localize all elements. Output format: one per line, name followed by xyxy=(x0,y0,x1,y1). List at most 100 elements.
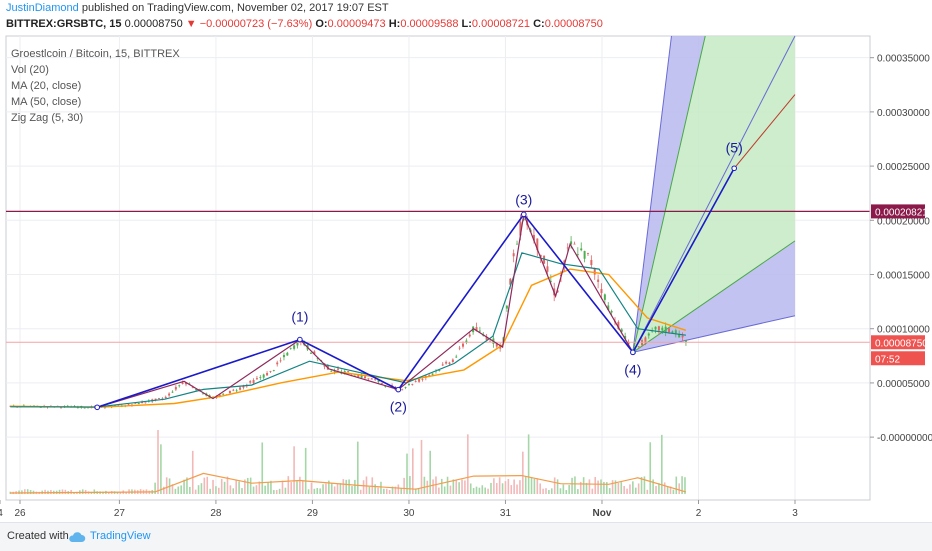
candle-body xyxy=(586,253,589,254)
tradingview-link[interactable]: TradingView xyxy=(90,530,151,542)
candle-body xyxy=(681,335,684,338)
low-value: 0.00008721 xyxy=(471,18,531,30)
candle-body xyxy=(404,387,407,388)
publish-line: JustinDiamond published on TradingView.c… xyxy=(6,2,389,14)
candle-body xyxy=(603,294,606,300)
candle-body xyxy=(610,310,613,313)
time-tick-label: 2 xyxy=(696,508,702,519)
fan-line xyxy=(632,35,796,353)
price-tick-label: 0.00015000 xyxy=(877,271,930,282)
candle-body xyxy=(401,389,404,391)
candle-body xyxy=(357,375,360,377)
countdown-label-bg xyxy=(871,351,925,366)
candle-body xyxy=(478,330,481,332)
candle-body xyxy=(374,378,377,380)
candle-body xyxy=(266,373,269,376)
candle-body xyxy=(380,383,383,384)
candle-body xyxy=(235,390,238,392)
candle-body xyxy=(282,355,285,358)
wave-label: (2) xyxy=(390,399,407,415)
candle-body xyxy=(590,260,593,266)
resistance-price-label-bg xyxy=(871,204,925,219)
candle-body xyxy=(522,218,525,220)
price-tick-label: 0.00010000 xyxy=(877,325,930,336)
candle-body xyxy=(539,254,542,257)
candle-body xyxy=(455,356,458,358)
candle-body xyxy=(661,327,664,331)
candle-body xyxy=(195,389,198,391)
candle-body xyxy=(185,382,188,385)
low-label: L: xyxy=(461,18,472,30)
candle-body xyxy=(570,241,573,245)
legend-vol[interactable]: Vol (20) xyxy=(11,64,49,76)
wave-point xyxy=(94,404,101,411)
candle-body xyxy=(259,377,262,378)
candle-body xyxy=(222,393,225,395)
last-price-label-text: 0.00008750 xyxy=(875,338,928,349)
time-tick-label: 27 xyxy=(114,508,126,519)
candle-body xyxy=(337,368,340,370)
fan-line xyxy=(632,35,672,353)
candle-body xyxy=(137,402,140,405)
candle-body xyxy=(83,407,86,409)
time-tick-label: Nov xyxy=(593,508,612,519)
wave-label: (1) xyxy=(291,309,308,325)
wave-point xyxy=(395,386,402,393)
volume-ma-line xyxy=(10,472,687,494)
close-label: C: xyxy=(533,18,545,30)
candle-body xyxy=(620,329,623,332)
candle-body xyxy=(255,378,258,380)
candle-body xyxy=(171,391,174,393)
candle-body xyxy=(428,375,431,376)
wave-point xyxy=(630,349,636,356)
wave-label: (4) xyxy=(624,361,641,377)
legend-zigzag[interactable]: Zig Zag (5, 30) xyxy=(11,112,84,124)
candle-body xyxy=(668,328,671,333)
fan-line xyxy=(632,315,796,353)
author-link[interactable]: JustinDiamond xyxy=(6,2,79,14)
countdown-label: 07:52 xyxy=(871,351,925,366)
candle-body xyxy=(431,373,434,375)
close-value: 0.00008750 xyxy=(544,18,603,30)
candle-body xyxy=(316,358,319,360)
fan-line xyxy=(632,240,796,353)
candle-body xyxy=(441,364,444,366)
candle-body xyxy=(242,386,245,388)
last-price-label-bg xyxy=(871,335,925,350)
candle-body xyxy=(627,341,630,345)
candle-body xyxy=(593,268,596,275)
candle-body xyxy=(174,387,177,390)
candle-body xyxy=(468,334,471,337)
candle-body xyxy=(286,352,289,356)
candle-body xyxy=(279,360,282,362)
candle-body xyxy=(532,234,535,241)
wave-labels: (1) (2) (3) (4) (5) xyxy=(291,139,742,414)
candle-body xyxy=(411,383,414,385)
candle-body xyxy=(377,379,380,382)
legend-title[interactable]: Groestlcoin / Bitcoin, 15, BITTREX xyxy=(11,48,180,60)
legend-ma20[interactable]: MA (20, close) xyxy=(11,80,82,92)
last-price-label: 0.00008750 xyxy=(871,335,928,350)
time-tick-label: 3 xyxy=(792,508,798,519)
candle-body xyxy=(512,253,515,257)
resistance-price-label: 0.00020821 xyxy=(871,204,928,219)
candle-body xyxy=(617,321,620,329)
price-tick-label: 0.00035000 xyxy=(877,54,930,65)
candle-body xyxy=(252,380,255,384)
resistance-price-label-text: 0.00020821 xyxy=(875,207,928,218)
open-value: 0.00009473 xyxy=(327,18,386,30)
candle-body xyxy=(181,382,184,384)
countdown-label-text: 07:52 xyxy=(875,354,900,365)
candle-body xyxy=(549,280,552,282)
candle-body xyxy=(644,337,647,344)
candle-body xyxy=(218,394,221,397)
candle-body xyxy=(475,327,478,331)
candle-body xyxy=(269,370,272,372)
price-tick-label: 0.00020000 xyxy=(877,216,930,227)
candle-body xyxy=(505,305,508,309)
candle-body xyxy=(509,278,512,285)
candle-body xyxy=(664,326,667,333)
legend-ma50[interactable]: MA (50, close) xyxy=(11,96,82,108)
wave-point xyxy=(520,211,527,218)
